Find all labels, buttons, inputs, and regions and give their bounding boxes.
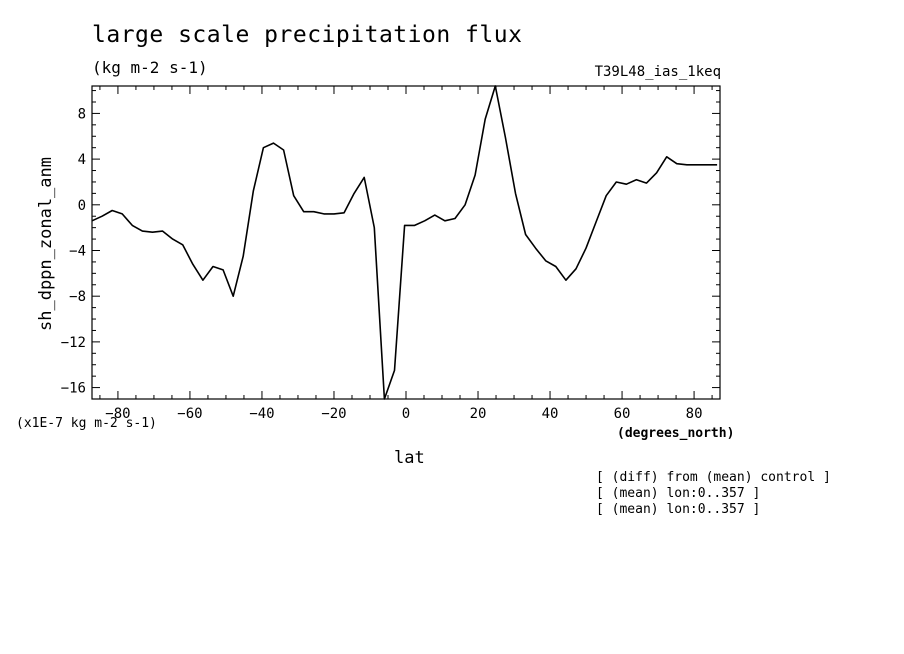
x-tick-label: −40 — [249, 406, 274, 422]
x-axis-units: (degrees_north) — [617, 426, 735, 441]
x-axis-label: lat — [394, 448, 425, 468]
x-tick-label: 80 — [686, 406, 703, 422]
note-diff: [ (diff) from (mean) control ] — [596, 470, 831, 485]
y-tick-label: −12 — [61, 335, 86, 351]
x-tick-label: −80 — [105, 406, 130, 422]
x-tick-label: −60 — [177, 406, 202, 422]
y-scale-note: (x1E-7 kg m-2 s-1) — [16, 416, 157, 431]
x-tick-label: 0 — [402, 406, 410, 422]
chart-subtitle: (kg m-2 s-1) — [92, 58, 208, 77]
series-line — [91, 85, 718, 400]
y-tick-label: −16 — [61, 381, 86, 397]
y-tick-label: 8 — [78, 106, 86, 122]
x-tick-label: 60 — [614, 406, 631, 422]
note-mean-lon-1: [ (mean) lon:0..357 ] — [596, 486, 761, 501]
x-tick-label: 40 — [542, 406, 559, 422]
note-mean-lon-2: [ (mean) lon:0..357 ] — [596, 502, 761, 517]
plot-frame — [91, 85, 721, 400]
x-tick-label: −20 — [321, 406, 346, 422]
y-tick-label: 4 — [78, 152, 86, 168]
run-label: T39L48_ias_1keq — [594, 64, 721, 80]
axis-ticks — [92, 86, 720, 400]
y-tick-label: −8 — [69, 289, 86, 305]
y-tick-label: −4 — [69, 243, 86, 259]
x-tick-label: 20 — [470, 406, 487, 422]
y-tick-label: 0 — [78, 198, 86, 214]
chart-title: large scale precipitation flux — [92, 22, 523, 48]
